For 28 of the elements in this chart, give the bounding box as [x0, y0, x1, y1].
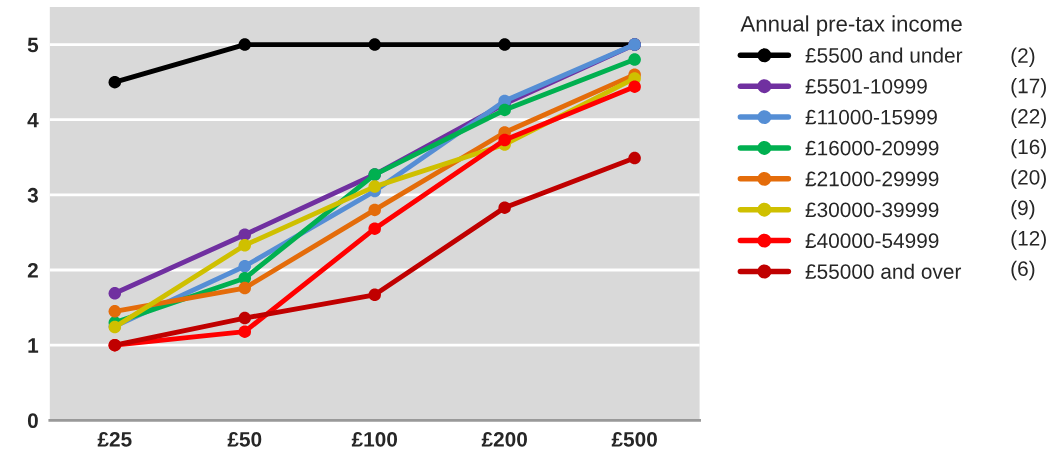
x-tick-label: £500: [611, 431, 657, 447]
y-tick-label: 1: [28, 338, 39, 353]
legend-label: £16000-20999: [805, 140, 939, 156]
text: (16): [1011, 138, 1046, 159]
legend-label: £5501-10999: [805, 78, 927, 94]
legend-title: Annual pre-tax income: [740, 15, 962, 37]
text: (12): [1011, 230, 1046, 250]
x-tick-label: £200: [481, 431, 527, 447]
legend-label: £11000-15999: [805, 109, 937, 125]
legend-label: £30000-39999: [805, 202, 939, 218]
x-tick-label: £25: [97, 431, 132, 447]
x-tick-label: £100: [351, 431, 398, 447]
y-tick-label: 0: [27, 413, 38, 429]
text: (2): [1011, 47, 1035, 67]
y-tick-label: 3: [27, 187, 38, 203]
legend-label: £5500 and under: [805, 47, 963, 63]
text: (22): [1011, 108, 1046, 128]
legend-label: £55000 and over: [805, 263, 962, 279]
text: (17): [1011, 78, 1046, 98]
text: (20): [1011, 169, 1046, 189]
text: (9): [1011, 199, 1035, 220]
text: (6): [1011, 260, 1035, 281]
legend-label: £40000-54999: [805, 233, 939, 249]
x-tick-label: £50: [227, 431, 262, 447]
y-tick-label: 5: [27, 37, 39, 53]
y-tick-label: 4: [27, 112, 39, 128]
y-tick-label: 2: [27, 263, 38, 278]
legend-label: £21000-29999: [805, 171, 939, 187]
